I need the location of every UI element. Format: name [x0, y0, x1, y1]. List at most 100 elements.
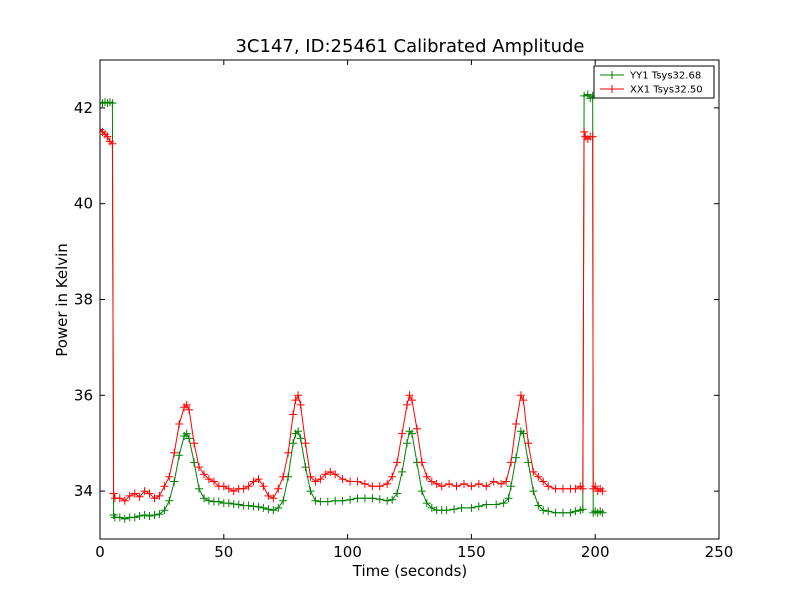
legend-entry: XX1 Tsys32.50: [600, 85, 703, 96]
data-point: [452, 482, 461, 491]
data-point: [294, 391, 303, 400]
data-point: [580, 91, 589, 100]
data-point: [516, 391, 525, 400]
data-point: [182, 429, 191, 438]
data-point: [375, 495, 384, 504]
data-point: [224, 484, 233, 493]
data-point: [422, 499, 431, 508]
x-tick-label: 0: [95, 543, 105, 561]
data-point: [321, 470, 330, 479]
data-point: [489, 477, 498, 486]
y-tick-label: 36: [74, 386, 93, 404]
axis-ticks: 0 50 100 150 200 250 34 36 38 40 42: [74, 60, 733, 561]
plot-frame: [99, 59, 720, 540]
data-point: [115, 513, 124, 522]
data-point: [467, 503, 476, 512]
data-point: [405, 391, 414, 400]
data-point: [108, 139, 117, 148]
data-point: [393, 458, 402, 467]
data-point: [316, 497, 325, 506]
data-point: [383, 496, 392, 505]
data-point: [578, 484, 587, 493]
data-point: [150, 494, 159, 503]
data-point: [559, 484, 567, 493]
data-point: [588, 132, 597, 141]
legend-box: [593, 65, 715, 99]
chart-title: 3C147, ID:25461 Calibrated Amplitude: [235, 36, 584, 57]
data-point: [591, 482, 600, 491]
data-point: [539, 477, 548, 486]
data-point: [580, 127, 589, 136]
data-point: [346, 477, 355, 486]
data-point: [598, 508, 607, 517]
data-point: [135, 512, 144, 520]
data-point: [388, 495, 397, 504]
data-point: [296, 400, 305, 409]
data-point: [432, 479, 441, 488]
data-point: [323, 497, 332, 506]
data-point: [279, 472, 288, 481]
data-point: [239, 484, 248, 493]
data-point: [422, 472, 431, 481]
data-point: [289, 410, 298, 419]
data-point: [427, 477, 436, 486]
data-point: [115, 494, 124, 503]
data-point: [578, 505, 587, 514]
data-point: [125, 491, 134, 500]
data-point: [437, 482, 446, 491]
data-point: [403, 439, 411, 448]
data-point: [398, 467, 407, 476]
data-point: [368, 482, 377, 491]
data-point: [338, 475, 347, 484]
data-point: [353, 477, 362, 486]
data-point: [482, 500, 491, 509]
series-2: [100, 125, 607, 505]
data-point: [214, 497, 223, 506]
data-point: [507, 482, 515, 491]
data-point: [140, 487, 149, 496]
data-point: [529, 487, 538, 496]
legend-marker: [608, 71, 616, 79]
data-point: [544, 507, 553, 516]
data-point: [460, 479, 468, 488]
y-tick-label: 34: [74, 482, 93, 500]
y-tick-label: 42: [74, 99, 93, 117]
data-point: [219, 482, 228, 491]
data-point: [200, 494, 208, 503]
data-point: [291, 396, 300, 405]
data-point: [346, 495, 355, 504]
data-point: [279, 496, 288, 505]
data-point: [306, 472, 315, 481]
data-point: [294, 427, 303, 436]
data-point: [204, 496, 213, 505]
data-point: [306, 487, 315, 496]
data-point: [499, 499, 508, 508]
data-point: [182, 400, 191, 409]
data-point: [209, 477, 218, 486]
data-point: [120, 514, 129, 523]
series-line: [100, 129, 603, 502]
data-point: [507, 458, 515, 467]
data-point: [544, 482, 553, 491]
x-tick-label: 150: [457, 543, 486, 561]
data-point: [264, 491, 273, 500]
data-point: [135, 492, 144, 501]
data-point: [559, 508, 567, 517]
data-point: [274, 503, 283, 512]
data-point: [457, 503, 466, 512]
data-point: [259, 482, 268, 491]
data-point: [160, 482, 169, 491]
data-point: [450, 505, 459, 514]
data-point: [145, 512, 154, 520]
data-point: [368, 494, 377, 503]
series-1: [100, 90, 607, 523]
y-tick-label: 38: [74, 291, 93, 309]
data-point: [383, 479, 392, 488]
data-point: [375, 482, 384, 491]
data-point: [566, 508, 575, 517]
x-tick-label: 200: [581, 543, 610, 561]
data-point: [145, 489, 154, 498]
data-point: [301, 463, 310, 472]
data-point: [571, 484, 580, 493]
